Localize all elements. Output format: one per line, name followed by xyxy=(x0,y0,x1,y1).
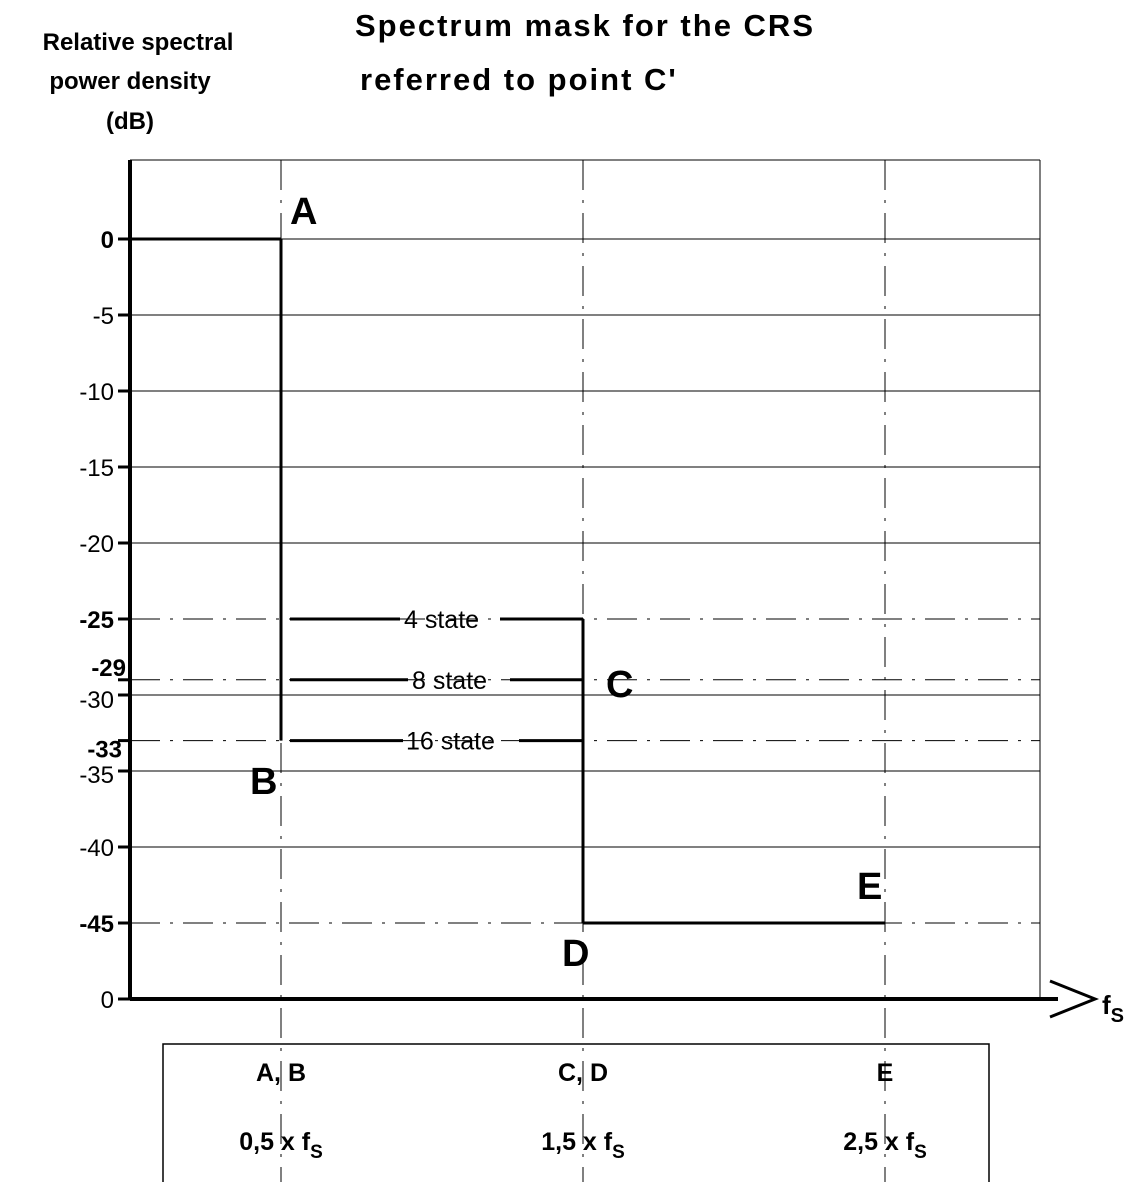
point-label-b: B xyxy=(250,761,277,803)
y-tick-label-3: -15 xyxy=(79,455,114,482)
y-tick-label-8: -33 xyxy=(87,737,122,764)
mask-lines xyxy=(130,237,885,925)
state-label-0: 4 state xyxy=(404,606,479,634)
y-tick-label-4: -20 xyxy=(79,531,114,558)
y-tick-label-5: -25 xyxy=(79,607,114,634)
x-position-value-subscript: S xyxy=(914,1142,927,1163)
point-label-d: D xyxy=(562,933,589,975)
chart-subtitle: referred to point C' xyxy=(360,62,678,97)
point-label-c: C xyxy=(606,664,633,706)
x-position-points-0: A, B xyxy=(256,1059,306,1087)
y-tick-label-1: -5 xyxy=(93,303,114,330)
chart-title: Spectrum mask for the CRS xyxy=(355,8,815,43)
y-axis-title-line-0: Relative spectral xyxy=(43,29,234,56)
y-tick-label-7: -30 xyxy=(79,687,114,714)
y-axis-title-line-2: (dB) xyxy=(106,108,154,135)
x-position-value-1: 1,5 x fS xyxy=(541,1128,625,1163)
state-label-1: 8 state xyxy=(412,667,487,695)
y-tick-label-2: -10 xyxy=(79,379,114,406)
y-tick-label-12: 0 xyxy=(101,987,114,1014)
y-axis-title-line-1: power density xyxy=(49,68,211,95)
state-label-2: 16 state xyxy=(406,728,495,756)
x-position-table xyxy=(162,1043,990,1182)
x-position-value-2: 2,5 x fS xyxy=(843,1128,927,1163)
point-label-a: A xyxy=(290,191,317,233)
y-tick-label-9: -35 xyxy=(79,762,114,789)
x-axis-label-subscript: S xyxy=(1111,1005,1124,1027)
point-label-e: E xyxy=(857,866,882,908)
x-position-value-subscript: S xyxy=(310,1142,323,1163)
x-position-points-1: C, D xyxy=(558,1059,608,1087)
x-axis-arrow-icon xyxy=(1049,979,1100,1019)
axes xyxy=(118,160,1100,1182)
grid xyxy=(130,159,1041,1182)
x-position-points-2: E xyxy=(877,1059,894,1087)
x-position-value-0: 0,5 x fS xyxy=(239,1128,323,1163)
y-tick-label-11: -45 xyxy=(79,911,114,938)
x-position-value-subscript: S xyxy=(612,1142,625,1163)
labels: 0 -5 -10 -15 -20 -25 -29 -30 -33-35 -40 -45 0 4 stat… xyxy=(43,8,1124,1163)
x-axis-label: fS xyxy=(1102,990,1124,1027)
y-tick-label-0: 0 xyxy=(101,227,114,254)
y-tick-label-6: -29 xyxy=(91,655,126,682)
y-tick-label-10: -40 xyxy=(79,835,114,862)
